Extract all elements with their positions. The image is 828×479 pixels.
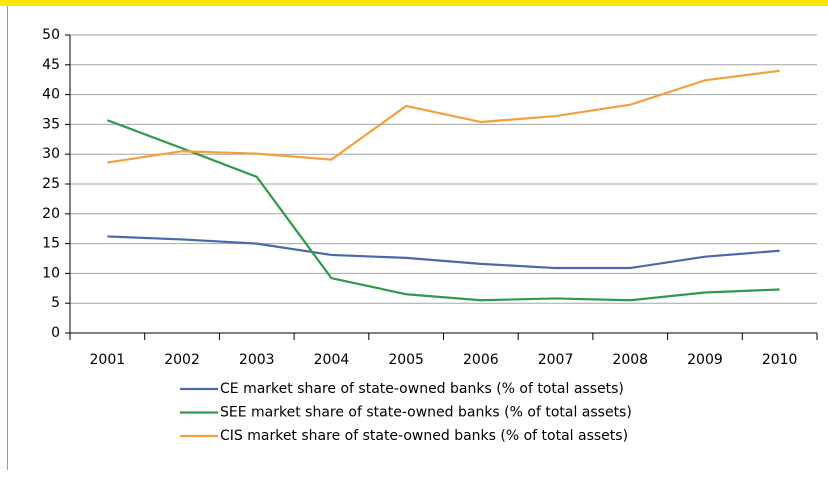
y-tick-label: 20 [42, 206, 60, 222]
x-tick-label: 2010 [762, 352, 798, 368]
y-tick-label: 10 [42, 265, 60, 281]
y-tick-label: 45 [42, 57, 60, 73]
x-tick-label: 2003 [239, 352, 275, 368]
legend-label: CIS market share of state-owned banks (%… [220, 428, 628, 444]
legend-label: CE market share of state-owned banks (% … [220, 381, 624, 397]
x-tick-label: 2007 [538, 352, 574, 368]
y-tick-label: 40 [42, 87, 60, 103]
series-line [107, 69, 780, 164]
y-tick-label: 15 [42, 236, 60, 252]
series-line [107, 235, 780, 270]
y-tick-label: 25 [42, 176, 60, 192]
y-tick-label: 5 [51, 295, 60, 311]
y-tick-label: 50 [42, 27, 60, 43]
x-tick-label: 2002 [164, 352, 200, 368]
x-tick-label: 2005 [388, 352, 424, 368]
y-tick-label: 0 [51, 325, 60, 341]
x-tick-label: 2006 [463, 352, 499, 368]
y-tick-label: 35 [42, 116, 60, 132]
y-tick-label: 30 [42, 146, 60, 162]
x-tick-label: 2004 [314, 352, 350, 368]
top-bar [0, 0, 828, 6]
legend-label: SEE market share of state-owned banks (%… [220, 405, 632, 421]
series-line [106, 119, 780, 302]
x-tick-label: 2008 [612, 352, 648, 368]
x-tick-label: 2009 [687, 352, 723, 368]
x-tick-label: 2001 [90, 352, 126, 368]
